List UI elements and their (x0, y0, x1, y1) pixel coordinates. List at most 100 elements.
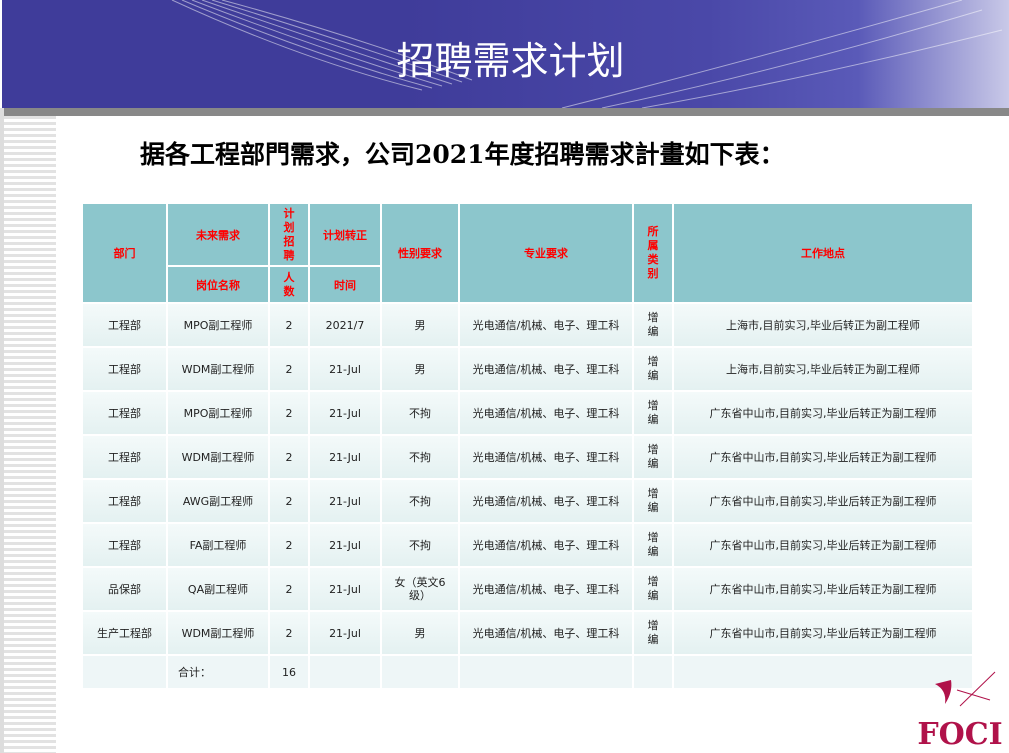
table-row: 工程部 WDM副工程师 2 21-Jul 男光电通信/机械、电子、理工科 增编 上海市,目前… (81, 346, 974, 392)
total-empty (632, 654, 674, 690)
table-row: 生产工程部 WDM副工程师 2 21-Jul 男光电通信/机械、电子、理工科 增编 广东省中… (81, 610, 974, 656)
cell-location: 广东省中山市,目前实习,毕业后转正为副工程师 (672, 434, 974, 480)
foci-logo: FOCI (917, 671, 1003, 750)
header-banner: 招聘需求计划 (2, 0, 1009, 108)
cell-category: 增编 (632, 478, 674, 524)
cell-category: 增编 (632, 610, 674, 656)
total-empty (458, 654, 634, 690)
cell-dept: 工程部 (81, 478, 168, 524)
table-row: 工程部 MPO副工程师 2 21-Jul 不拘 光电通信/机械、电子、理工科 增编 广东省中山… (81, 390, 974, 436)
cell-dept: 工程部 (81, 390, 168, 436)
cell-count: 2 (268, 390, 310, 436)
subtitle: 据各工程部門需求，公司2021年度招聘需求計畫如下表： (140, 140, 785, 169)
table-row: 工程部 AWG副工程师 2 21-Jul 不拘 光电通信/机械、电子、理工科 增编 广东省中山… (81, 478, 974, 524)
cell-location: 广东省中山市,目前实习,毕业后转正为副工程师 (672, 478, 974, 524)
divider-bar (2, 108, 1009, 116)
cell-category: 增编 (632, 566, 674, 612)
cell-gender: 不拘 (380, 434, 460, 480)
header-time: 时间 (308, 265, 382, 304)
header-future-need: 未来需求 (166, 202, 270, 267)
header-dept: 部门 (81, 202, 168, 304)
cell-position: WDM副工程师 (166, 346, 270, 392)
recruitment-table: 部门 未来需求 计划招聘 计划转正 性别要求 专业要求 所属类别 工作地点 岗位… (81, 202, 974, 690)
cell-category: 增编 (632, 522, 674, 568)
total-empty (308, 654, 382, 690)
cell-location: 上海市,目前实习,毕业后转正为副工程师 (672, 302, 974, 348)
cell-location: 广东省中山市,目前实习,毕业后转正为副工程师 (672, 522, 974, 568)
cell-count: 2 (268, 434, 310, 480)
cell-time: 21-Jul (308, 390, 382, 436)
cell-category: 增编 (632, 434, 674, 480)
cell-category: 增编 (632, 346, 674, 392)
total-row: 合计： 16 (81, 654, 974, 690)
header-location: 工作地点 (672, 202, 974, 304)
cell-major: 光电通信/机械、电子、理工科 (458, 610, 634, 656)
cell-count: 2 (268, 302, 310, 348)
cell-position: MPO副工程师 (166, 302, 270, 348)
cell-time: 21-Jul (308, 478, 382, 524)
total-empty (672, 654, 974, 690)
cell-major: 光电通信/机械、电子、理工科 (458, 478, 634, 524)
cell-gender: 不拘 (380, 522, 460, 568)
table-row: 工程部 WDM副工程师 2 21-Jul 不拘 光电通信/机械、电子、理工科 增编 广东省中山… (81, 434, 974, 480)
cell-gender: 女（英文6级） (380, 566, 460, 612)
cell-dept: 生产工程部 (81, 610, 168, 656)
header-count-bottom-text: 人数 (283, 270, 295, 298)
table-row: 工程部 FA副工程师 2 21-Jul 不拘 光电通信/机械、电子、理工科 增编 广东省中山市… (81, 522, 974, 568)
header-major: 专业要求 (458, 202, 634, 304)
cell-location: 广东省中山市,目前实习,毕业后转正为副工程师 (672, 566, 974, 612)
header-plan-count: 计划招聘 (268, 202, 310, 267)
cell-major: 光电通信/机械、电子、理工科 (458, 390, 634, 436)
cell-count: 2 (268, 478, 310, 524)
cell-gender: 男 (380, 346, 460, 392)
light-streaks-decoration (171, 0, 1003, 108)
cell-time: 21-Jul (308, 610, 382, 656)
cell-dept: 品保部 (81, 566, 168, 612)
cell-major: 光电通信/机械、电子、理工科 (458, 566, 634, 612)
cell-location: 广东省中山市,目前实习,毕业后转正为副工程师 (672, 390, 974, 436)
cell-position: MPO副工程师 (166, 390, 270, 436)
cell-dept: 工程部 (81, 522, 168, 568)
cell-position: WDM副工程师 (166, 610, 270, 656)
cell-category: 增编 (632, 390, 674, 436)
cell-dept: 工程部 (81, 434, 168, 480)
cell-time: 2021/7 (308, 302, 382, 348)
header-count-bottom: 人数 (268, 265, 310, 304)
left-edge (0, 108, 4, 753)
cell-location: 广东省中山市,目前实习,毕业后转正为副工程师 (672, 610, 974, 656)
cell-position: FA副工程师 (166, 522, 270, 568)
header-category-text: 所属类别 (647, 225, 659, 280)
header-position: 岗位名称 (166, 265, 270, 304)
cell-count: 2 (268, 522, 310, 568)
cell-major: 光电通信/机械、电子、理工科 (458, 434, 634, 480)
cell-count: 2 (268, 610, 310, 656)
cell-time: 21-Jul (308, 522, 382, 568)
header-gender: 性别要求 (380, 202, 460, 304)
total-label: 合计： (166, 654, 270, 690)
header-regular-time: 计划转正 (308, 202, 382, 267)
header-category: 所属类别 (632, 202, 674, 304)
cell-dept: 工程部 (81, 346, 168, 392)
total-empty (380, 654, 460, 690)
table-row: 品保部 QA副工程师 2 21-Jul 女（英文6级） 光电通信/机械、电子、理工科 增编广… (81, 566, 974, 612)
cell-major: 光电通信/机械、电子、理工科 (458, 302, 634, 348)
cell-gender: 男 (380, 610, 460, 656)
cell-major: 光电通信/机械、电子、理工科 (458, 522, 634, 568)
cell-count: 2 (268, 566, 310, 612)
cell-position: AWG副工程师 (166, 478, 270, 524)
header-plan-count-top: 计划招聘 (283, 206, 295, 262)
cell-gender: 不拘 (380, 390, 460, 436)
page-title: 招聘需求计划 (396, 39, 625, 83)
cell-time: 21-Jul (308, 566, 382, 612)
cell-gender: 男 (380, 302, 460, 348)
cell-category: 增编 (632, 302, 674, 348)
cell-count: 2 (268, 346, 310, 392)
total-empty (81, 654, 168, 690)
total-value: 16 (268, 654, 310, 690)
table-row: 工程部 MPO副工程师 2 2021/7 男光电通信/机械、电子、理工科 增编 上海市,目前… (81, 302, 974, 348)
cell-position: QA副工程师 (166, 566, 270, 612)
cell-gender: 不拘 (380, 478, 460, 524)
svg-text:FOCI: FOCI (917, 717, 1002, 750)
stripe-decoration (4, 116, 56, 753)
cell-time: 21-Jul (308, 434, 382, 480)
